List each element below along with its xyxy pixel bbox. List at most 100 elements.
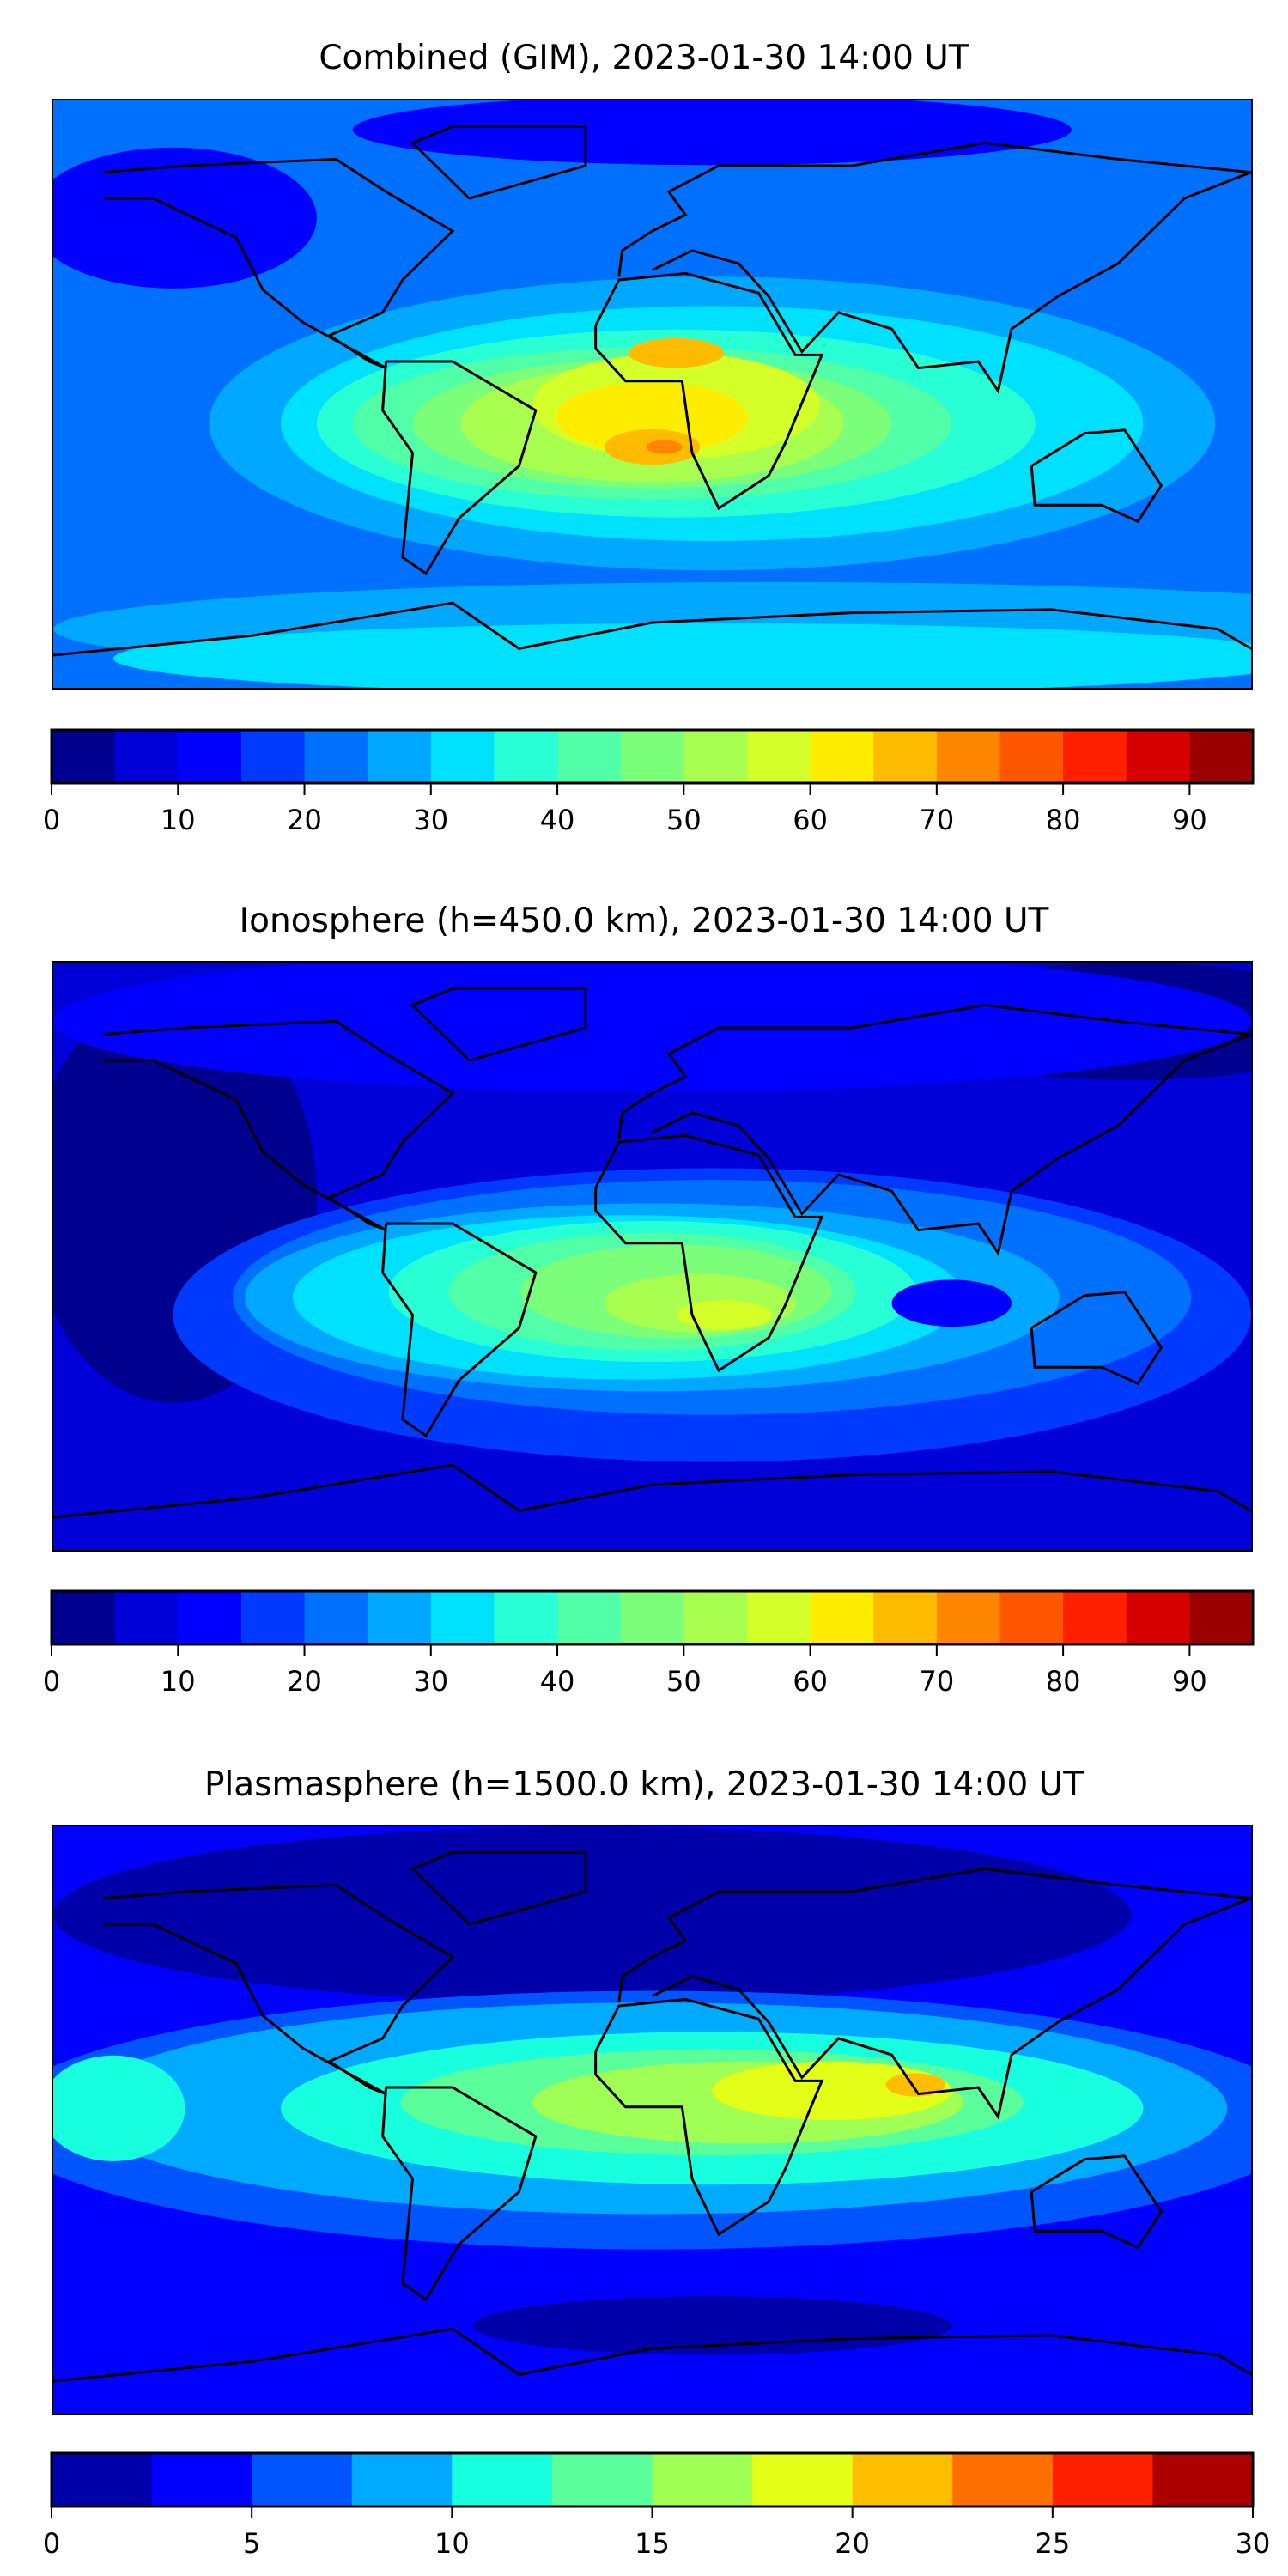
coastline-north-america — [102, 1883, 455, 2095]
colorbar-plasmasphere: 0 5 10 15 20 25 30 — [43, 2451, 1270, 2560]
coastline-greenland — [410, 987, 587, 1062]
colorbar-segment — [1189, 1591, 1254, 1644]
colorbar-combined: 0 10 20 30 40 50 60 70 80 90 — [43, 728, 1255, 836]
panel-title-combined: Combined (GIM), 2023-01-30 14:00 UT — [319, 39, 969, 77]
colorbar-segment — [304, 730, 368, 783]
colorbar-segment — [368, 730, 432, 783]
colorbar-segment — [52, 730, 116, 783]
coastline-eurasia — [617, 1003, 1251, 1256]
colorbar-segment — [114, 1591, 179, 1644]
colorbar-tick-label: 80 — [1046, 1665, 1081, 1698]
panel-title-plasmasphere: Plasmasphere (h=1500.0 km), 2023-01-30 1… — [204, 1765, 1084, 1804]
colorbar-segment — [240, 1591, 306, 1644]
colorbar-tick-label: 60 — [793, 804, 828, 836]
colorbar-segment — [551, 2453, 653, 2506]
colorbar-tick-label: 30 — [413, 1665, 448, 1698]
colorbar-segment — [746, 1591, 811, 1644]
colorbar-segment — [252, 2453, 353, 2506]
coastline-south-america — [381, 2086, 538, 2302]
contour-region — [53, 147, 317, 289]
coastline-australia — [1030, 2154, 1163, 2250]
colorbar-tick-label: 5 — [243, 2527, 260, 2560]
colorbar-segment — [1052, 2453, 1153, 2506]
coastline-africa — [594, 271, 824, 511]
colorbar-segment — [620, 730, 684, 783]
contour-region — [53, 963, 1251, 1092]
colorbar-segment — [452, 2453, 553, 2506]
colorbar-segment — [178, 1591, 242, 1644]
coastline-antarctica — [53, 601, 1251, 657]
contour-region — [53, 2055, 185, 2161]
colorbar-segment — [873, 1591, 938, 1644]
colorbar-segment — [494, 1591, 558, 1644]
contour-region — [676, 1300, 772, 1330]
contour-region — [556, 382, 749, 453]
colorbar-tick-label: 20 — [287, 804, 322, 836]
colorbar-tick-label: 30 — [1236, 2527, 1271, 2560]
colorbar-segment — [351, 2453, 453, 2506]
colorbar-segment — [151, 2453, 252, 2506]
colorbar-segment — [557, 730, 622, 783]
colorbar-segment — [752, 2453, 854, 2506]
colorbar-segment — [999, 1591, 1064, 1644]
contour-region — [53, 1826, 1132, 2003]
map-plasmasphere — [52, 1825, 1253, 2415]
colorbar-segment — [1189, 730, 1254, 783]
colorbar-segment — [683, 1591, 748, 1644]
colorbar-segment — [430, 1591, 495, 1644]
colorbar-segment — [557, 1591, 622, 1644]
colorbar-segment — [746, 730, 811, 783]
colorbar-tick-label: 10 — [161, 1665, 196, 1698]
colorbar-tick-label: 15 — [635, 2527, 670, 2560]
colorbar-segment — [1063, 730, 1127, 783]
panel-title-ionosphere: Ionosphere (h=450.0 km), 2023-01-30 14:0… — [239, 902, 1049, 940]
colorbar-frame — [50, 1589, 1255, 1646]
contour-region — [885, 2073, 946, 2097]
colorbar-segment — [652, 2453, 753, 2506]
coastline-eurasia — [617, 1867, 1251, 2120]
colorbar-tick-label: 70 — [919, 1665, 954, 1698]
contour-region — [712, 2061, 952, 2120]
colorbar-tick-label: 10 — [434, 2527, 470, 2560]
coastline-africa — [594, 1133, 824, 1373]
coastline-north-america — [102, 157, 455, 369]
colorbar-tick-label: 90 — [1172, 1665, 1207, 1698]
colorbar-segment — [304, 1591, 368, 1644]
colorbar-tick-label: 0 — [43, 2527, 60, 2560]
colorbar-tick-label: 0 — [43, 1665, 60, 1698]
colorbar-tick-label: 10 — [161, 804, 196, 836]
colorbar-segment — [52, 1591, 116, 1644]
colorbar-frame — [50, 728, 1255, 785]
coastline-antarctica — [53, 1463, 1251, 1519]
colorbar-segment — [368, 1591, 432, 1644]
colorbar-tick-label: 30 — [413, 804, 448, 836]
colorbar-tick-label: 70 — [919, 804, 954, 836]
colorbar-tick-label: 0 — [43, 804, 60, 836]
coastline-greenland — [410, 125, 587, 200]
colorbar-tick-label: 50 — [666, 804, 702, 836]
contour-region — [646, 440, 683, 454]
colorbar-tick-label: 20 — [287, 1665, 322, 1698]
colorbar-segment — [810, 730, 874, 783]
coastline-north-america — [102, 1019, 455, 1231]
colorbar-segment — [620, 1591, 684, 1644]
coastline-south-america — [381, 360, 538, 576]
coastline-eurasia — [617, 141, 1251, 394]
colorbar-tick-label: 50 — [666, 1665, 702, 1698]
colorbar-segment — [999, 730, 1064, 783]
coastline-africa — [594, 1997, 824, 2237]
colorbar-segment — [240, 730, 306, 783]
map-combined — [52, 99, 1253, 690]
contour-region — [891, 1279, 1012, 1327]
colorbar-segment — [494, 730, 558, 783]
colorbar-tick-label: 60 — [793, 1665, 828, 1698]
colorbar-tick-label: 80 — [1046, 804, 1081, 836]
colorbar-segment — [178, 730, 242, 783]
coastline-australia — [1030, 1291, 1163, 1386]
coastline-greenland — [410, 1850, 587, 1926]
colorbar-segment — [1063, 1591, 1127, 1644]
colorbar-segment — [1126, 1591, 1190, 1644]
colorbar-ionosphere: 0 10 20 30 40 50 60 70 80 90 — [43, 1589, 1255, 1698]
colorbar-segment — [1126, 730, 1190, 783]
contour-region — [628, 338, 725, 368]
